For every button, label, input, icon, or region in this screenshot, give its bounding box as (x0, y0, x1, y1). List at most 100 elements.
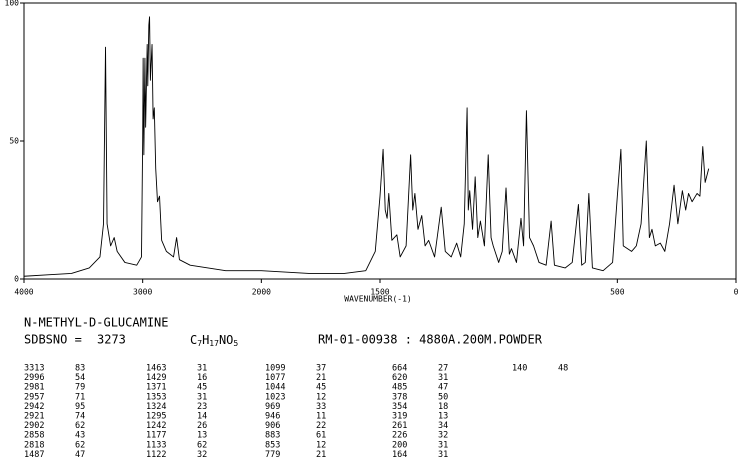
peak-intensity: 79 (75, 383, 85, 393)
peak-wavenumber: 261 (392, 421, 407, 431)
peak-intensity: 74 (75, 412, 85, 422)
peak-wavenumber: 1371 (146, 383, 166, 393)
peak-intensity: 11 (316, 412, 326, 422)
peak-intensity: 22 (316, 421, 326, 431)
peak-intensity: 47 (75, 450, 85, 457)
peak-intensity: 33 (316, 402, 326, 412)
formula-sub: 17 (209, 339, 219, 348)
peak-intensity: 62 (75, 440, 85, 450)
peak-wavenumber: 906 (265, 421, 280, 431)
peak-wavenumber: 664 (392, 364, 407, 374)
peak-wavenumber: 1177 (146, 431, 166, 441)
y-tick-label: 0 (14, 275, 19, 284)
peak-intensity: 12 (316, 440, 326, 450)
peak-intensity: 32 (438, 431, 448, 441)
peak-wavenumber: 1023 (265, 392, 285, 402)
peak-wavenumber: 354 (392, 402, 407, 412)
peak-intensity: 45 (197, 383, 207, 393)
peak-wavenumber: 2957 (24, 392, 44, 402)
peak-wavenumber: 2921 (24, 412, 44, 422)
x-tick-label: 1500 (370, 288, 389, 297)
peak-wavenumber: 1122 (146, 450, 166, 457)
peak-intensity: 31 (438, 373, 448, 383)
peak-intensity: 54 (75, 373, 85, 383)
peak-intensity: 62 (197, 440, 207, 450)
plot-frame (23, 2, 737, 280)
peak-intensity: 13 (197, 431, 207, 441)
peak-intensity: 18 (438, 402, 448, 412)
peak-wavenumber: 2942 (24, 402, 44, 412)
peak-intensity: 71 (75, 392, 85, 402)
formula-part: NO (219, 333, 233, 347)
peak-wavenumber: 164 (392, 450, 407, 457)
peak-wavenumber: 2818 (24, 440, 44, 450)
peak-intensity: 50 (438, 392, 448, 402)
peak-intensity: 21 (316, 450, 326, 457)
peak-wavenumber: 2902 (24, 421, 44, 431)
compound-name: N-METHYL-D-GLUCAMINE (24, 316, 169, 330)
peak-intensity: 31 (438, 440, 448, 450)
peak-wavenumber: 946 (265, 412, 280, 422)
peak-intensity: 13 (438, 412, 448, 422)
peak-wavenumber: 1077 (265, 373, 285, 383)
peak-wavenumber: 2981 (24, 383, 44, 393)
peak-wavenumber: 3313 (24, 364, 44, 374)
peak-wavenumber: 200 (392, 440, 407, 450)
measurement: RM-01-00938 : 4880A.200M.POWDER (318, 333, 543, 347)
x-tick-label: 2000 (252, 288, 271, 297)
peak-wavenumber: 1242 (146, 421, 166, 431)
sdbs-label: SDBSNO = (24, 333, 82, 347)
peak-wavenumber: 1429 (146, 373, 166, 383)
spectrum-line (23, 16, 710, 277)
peak-wavenumber: 1133 (146, 440, 166, 450)
x-tick-label: 4000 (14, 288, 33, 297)
peak-wavenumber: 779 (265, 450, 280, 457)
peak-intensity: 83 (75, 364, 85, 374)
peak-wavenumber: 1044 (265, 383, 285, 393)
peak-intensity: 16 (197, 373, 207, 383)
peak-wavenumber: 1353 (146, 392, 166, 402)
formula-sub: 5 (233, 339, 238, 348)
y-tick-label: 50 (9, 137, 19, 146)
peak-intensity: 21 (316, 373, 326, 383)
peak-intensity: 48 (558, 364, 568, 374)
peak-intensity: 26 (197, 421, 207, 431)
peak-intensity: 27 (438, 364, 448, 374)
formula-part: C (190, 333, 197, 347)
peak-intensity: 31 (438, 450, 448, 457)
peak-intensity: 12 (316, 392, 326, 402)
peak-intensity: 23 (197, 402, 207, 412)
peak-wavenumber: 620 (392, 373, 407, 383)
peak-wavenumber: 485 (392, 383, 407, 393)
peak-wavenumber: 853 (265, 440, 280, 450)
peak-intensity: 43 (75, 431, 85, 441)
peak-wavenumber: 1324 (146, 402, 166, 412)
peak-wavenumber: 1487 (24, 450, 44, 457)
peak-wavenumber: 1099 (265, 364, 285, 374)
peak-wavenumber: 378 (392, 392, 407, 402)
peak-intensity: 45 (316, 383, 326, 393)
peak-wavenumber: 883 (265, 431, 280, 441)
peak-wavenumber: 140 (512, 364, 527, 374)
peak-intensity: 14 (197, 412, 207, 422)
peak-wavenumber: 2858 (24, 431, 44, 441)
formula-part: H (202, 333, 209, 347)
peak-intensity: 37 (316, 364, 326, 374)
x-tick-label: 0 (734, 288, 738, 297)
peak-wavenumber: 969 (265, 402, 280, 412)
sdbs-number: 3273 (97, 333, 126, 347)
peak-wavenumber: 319 (392, 412, 407, 422)
x-tick-label: 500 (610, 288, 625, 297)
formula: C7H17NO5 (190, 333, 238, 348)
peak-intensity: 47 (438, 383, 448, 393)
peak-intensity: 61 (316, 431, 326, 441)
formula-sub: 7 (197, 339, 202, 348)
peak-intensity: 32 (197, 450, 207, 457)
peak-wavenumber: 226 (392, 431, 407, 441)
peak-intensity: 31 (197, 364, 207, 374)
peak-intensity: 34 (438, 421, 448, 431)
x-axis-label: WAVENUMBER(-1) (344, 295, 411, 304)
y-tick-label: 100 (5, 0, 20, 8)
peak-intensity: 31 (197, 392, 207, 402)
